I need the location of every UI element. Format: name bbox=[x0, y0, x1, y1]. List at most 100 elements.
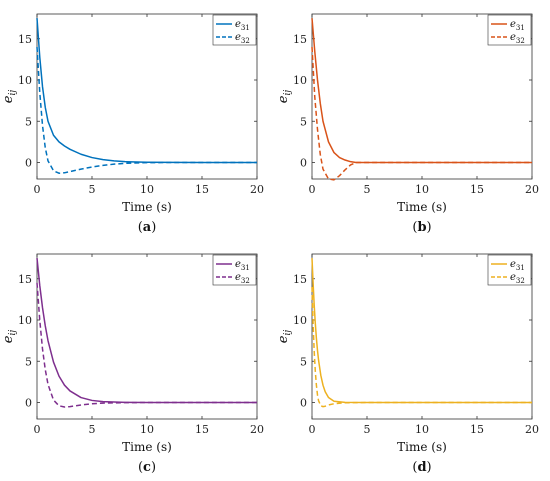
legend-label: e32 bbox=[235, 32, 250, 45]
series-line-e31 bbox=[311, 18, 532, 164]
y-axis-label-base: e bbox=[1, 335, 16, 343]
legend-label: e31 bbox=[510, 259, 525, 272]
y-axis-label-base: e bbox=[1, 95, 16, 103]
x-tick-label: 0 bbox=[309, 183, 316, 196]
x-tick-label: 0 bbox=[309, 423, 316, 436]
x-tick-label: 20 bbox=[250, 423, 264, 436]
chart-panel-d: 0 5 10 15 20 0 5 10 15 e31 e32 Time (s) eij (d) bbox=[275, 240, 550, 480]
y-axis-label: eij bbox=[276, 330, 293, 344]
legend-label: e31 bbox=[235, 259, 250, 272]
caption-letter: c bbox=[143, 460, 151, 475]
y-tick-label: 15 bbox=[18, 273, 32, 286]
y-tick-label: 15 bbox=[18, 33, 32, 46]
y-tick-label: 5 bbox=[25, 115, 32, 128]
legend-label: e32 bbox=[235, 272, 250, 285]
y-tick-label: 10 bbox=[293, 74, 307, 87]
x-tick-label: 15 bbox=[195, 183, 209, 196]
legend-label-base: e bbox=[235, 32, 241, 43]
legend-label-base: e bbox=[235, 272, 241, 283]
series-line-e32 bbox=[311, 46, 532, 181]
y-tick-label: 10 bbox=[18, 74, 32, 87]
legend-box bbox=[487, 254, 532, 286]
caption-letter: b bbox=[417, 220, 426, 235]
x-tick-label: 20 bbox=[525, 423, 539, 436]
legend-box bbox=[487, 14, 532, 46]
y-tick-label: 5 bbox=[300, 355, 307, 368]
x-tick-label: 10 bbox=[140, 423, 154, 436]
chart-panel-b: 0 5 10 15 20 0 5 10 15 e31 e32 Time (s) eij (b) bbox=[275, 0, 550, 240]
legend-label-base: e bbox=[510, 32, 516, 43]
caption-paren-open: ( bbox=[138, 220, 143, 235]
x-tick-label: 20 bbox=[250, 183, 264, 196]
legend-label: e32 bbox=[510, 272, 525, 285]
y-axis-label-sub: ij bbox=[8, 90, 18, 96]
legend-label-base: e bbox=[235, 19, 241, 30]
panel-caption: (d) bbox=[412, 460, 431, 475]
legend-box bbox=[212, 254, 257, 286]
panel-caption: (c) bbox=[138, 460, 156, 475]
caption-letter: d bbox=[417, 460, 426, 475]
y-axis-label-base: e bbox=[276, 335, 291, 343]
legend-box bbox=[212, 14, 257, 46]
x-axis-label: Time (s) bbox=[122, 440, 172, 454]
panel-caption: (a) bbox=[138, 220, 157, 235]
x-tick-label: 5 bbox=[89, 183, 96, 196]
series-line-e32 bbox=[36, 282, 257, 408]
series-line-e32 bbox=[36, 46, 257, 174]
x-tick-label: 5 bbox=[364, 423, 371, 436]
caption-paren-close: ) bbox=[427, 220, 432, 235]
y-tick-label: 0 bbox=[25, 157, 32, 170]
legend-label-base: e bbox=[235, 259, 241, 270]
panel-caption: (b) bbox=[412, 220, 431, 235]
y-tick-label: 0 bbox=[25, 397, 32, 410]
caption-paren-close: ) bbox=[151, 460, 156, 475]
x-axis-label: Time (s) bbox=[397, 440, 447, 454]
y-tick-label: 0 bbox=[300, 397, 307, 410]
legend-label-sub: 31 bbox=[241, 264, 250, 272]
legend-label: e32 bbox=[510, 32, 525, 45]
x-tick-label: 20 bbox=[525, 183, 539, 196]
legend-label-sub: 32 bbox=[516, 37, 525, 45]
y-tick-label: 10 bbox=[293, 314, 307, 327]
legend-label: e31 bbox=[235, 19, 250, 32]
x-tick-label: 15 bbox=[195, 423, 209, 436]
x-tick-label: 10 bbox=[415, 183, 429, 196]
y-axis-label-sub: ij bbox=[283, 330, 293, 336]
legend-label-base: e bbox=[510, 19, 516, 30]
x-axis-label: Time (s) bbox=[122, 200, 172, 214]
series-line-e32 bbox=[311, 286, 532, 408]
y-tick-label: 15 bbox=[293, 33, 307, 46]
x-tick-label: 10 bbox=[140, 183, 154, 196]
legend-label-sub: 31 bbox=[516, 264, 525, 272]
caption-paren-close: ) bbox=[427, 460, 432, 475]
legend-label: e31 bbox=[510, 19, 525, 32]
legend-label-sub: 31 bbox=[516, 24, 525, 32]
y-tick-label: 10 bbox=[18, 314, 32, 327]
legend-label-sub: 32 bbox=[516, 277, 525, 285]
x-tick-label: 5 bbox=[89, 423, 96, 436]
x-tick-label: 0 bbox=[34, 423, 41, 436]
x-tick-label: 0 bbox=[34, 183, 41, 196]
legend-label-sub: 31 bbox=[241, 24, 250, 32]
x-tick-label: 15 bbox=[470, 423, 484, 436]
caption-paren-close: ) bbox=[151, 220, 156, 235]
legend-label-base: e bbox=[510, 259, 516, 270]
legend-label-sub: 32 bbox=[241, 37, 250, 45]
x-tick-label: 15 bbox=[470, 183, 484, 196]
series-line-e31 bbox=[311, 258, 532, 404]
y-tick-label: 5 bbox=[25, 355, 32, 368]
chart-panel-c: 0 5 10 15 20 0 5 10 15 e31 e32 Time (s) eij (c) bbox=[0, 240, 275, 480]
y-axis-label-sub: ij bbox=[8, 330, 18, 336]
x-axis-label: Time (s) bbox=[397, 200, 447, 214]
y-axis-label: eij bbox=[1, 90, 18, 104]
caption-letter: a bbox=[143, 220, 152, 235]
chart-panel-a: 0 5 10 15 20 0 5 10 15 e31 e32 Time (s) eij (a) bbox=[0, 0, 275, 240]
